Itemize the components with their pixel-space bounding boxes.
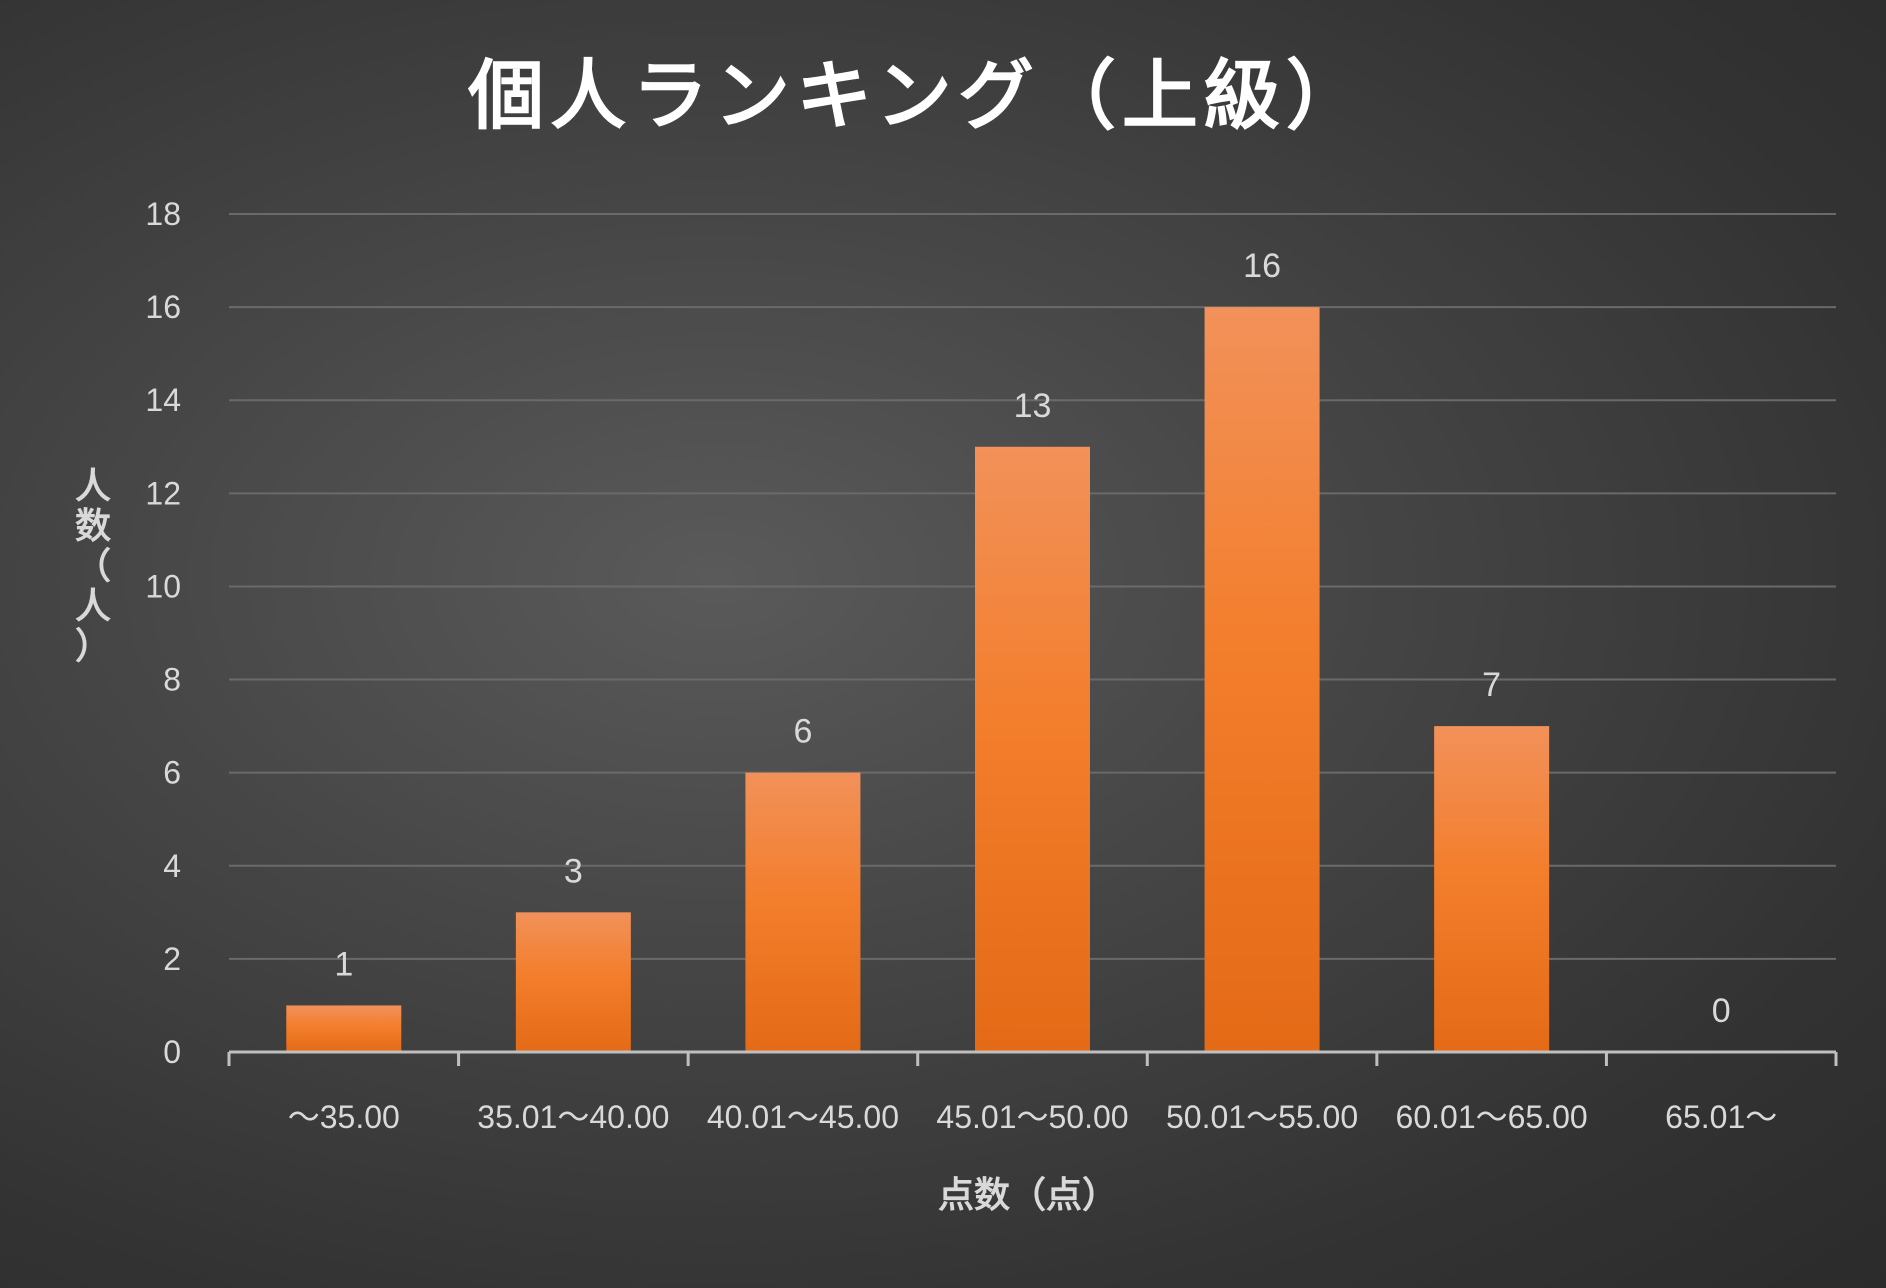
x-axis-title: 点数（点）	[938, 1175, 1118, 1216]
x-axis	[227, 1050, 1838, 1066]
y-tick-label: 18	[145, 196, 181, 232]
x-tick-label: 40.01～45.00	[707, 1099, 899, 1135]
y-tick-label: 6	[163, 755, 181, 791]
y-tick-label: 10	[145, 568, 181, 604]
y-tick-label: 14	[145, 382, 181, 418]
data-label: 13	[1014, 387, 1052, 425]
y-tick-label: 8	[163, 662, 181, 698]
x-axis-ticks: ～35.00 35.01～40.00 40.01～45.00 45.01～50.00 5…	[288, 1099, 1778, 1135]
y-tick-label: 2	[163, 941, 181, 977]
data-label: 3	[564, 852, 583, 890]
x-tick-label: 60.01～65.00	[1396, 1099, 1588, 1135]
y-axis-ticks: 0 2 4 6 8 10 12 14 16 18	[145, 196, 181, 1070]
data-label: 7	[1482, 666, 1501, 704]
bar	[745, 772, 861, 1052]
bar	[1434, 726, 1550, 1052]
x-tick-label: 45.01～50.00	[936, 1099, 1128, 1135]
y-tick-label: 12	[145, 475, 181, 511]
bar	[975, 446, 1090, 1052]
data-label: 1	[334, 945, 353, 983]
data-label: 0	[1712, 992, 1731, 1030]
x-tick-label: ～35.00	[288, 1099, 400, 1135]
y-axis-title: 人数（人）	[75, 466, 111, 667]
chart-title: 個人ランキング（上級）	[467, 51, 1368, 140]
x-tick-label: 50.01～55.00	[1166, 1099, 1358, 1135]
y-tick-label: 16	[145, 289, 181, 325]
bar	[515, 912, 631, 1052]
x-tick-label: 35.01～40.00	[477, 1099, 669, 1135]
y-tick-label: 4	[163, 848, 181, 884]
data-label: 16	[1243, 247, 1281, 285]
x-tick-label: 65.01～	[1665, 1099, 1777, 1135]
bar	[286, 1005, 402, 1052]
y-tick-label: 0	[163, 1034, 181, 1070]
data-label: 6	[793, 713, 812, 751]
bars	[286, 307, 1550, 1053]
bar	[1204, 307, 1320, 1053]
